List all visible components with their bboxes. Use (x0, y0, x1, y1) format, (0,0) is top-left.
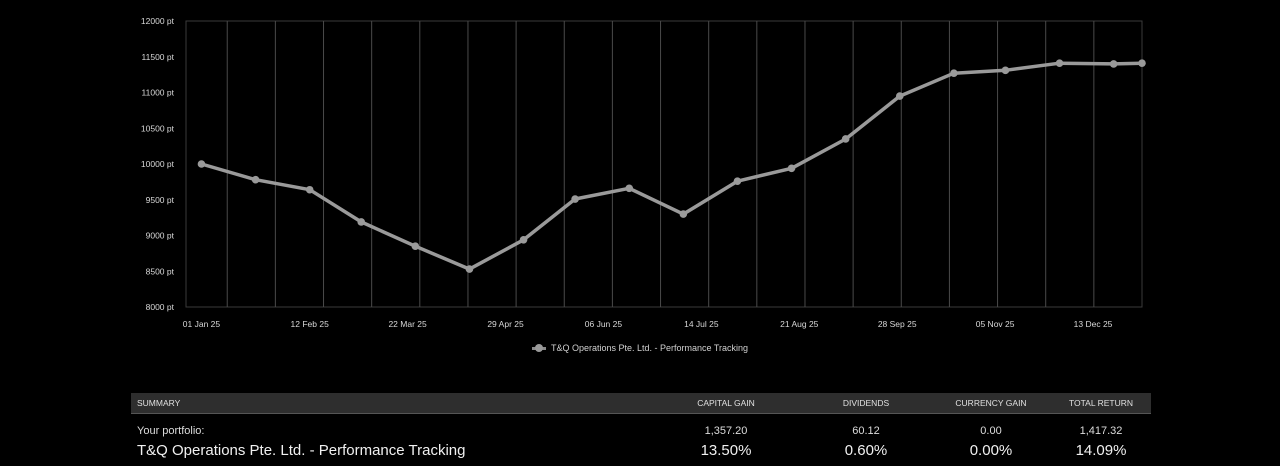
summary-header-row: SUMMARY CAPITAL GAIN DIVIDENDS CURRENCY … (131, 393, 1151, 414)
data-point (305, 185, 314, 194)
y-tick-label: 12000 pt (141, 16, 175, 26)
x-tick-label: 13 Dec 25 (1074, 319, 1113, 329)
currency-gain-amount: 0.00 (980, 425, 1002, 437)
total-return-header: TOTAL RETURN (1068, 398, 1134, 408)
plot-frame (185, 20, 1143, 308)
data-point (625, 184, 634, 193)
x-tick-label: 12 Feb 25 (291, 319, 330, 329)
portfolio-label: Your portfolio: (137, 425, 205, 437)
legend-series-marker (531, 343, 546, 353)
y-tick-label: 8000 pt (146, 302, 175, 312)
y-tick-label: 8500 pt (146, 266, 175, 276)
capital-gain-amount: 1,357.20 (704, 425, 748, 437)
summary-table: SUMMARY CAPITAL GAIN DIVIDENDS CURRENCY … (131, 393, 1151, 460)
y-tick-label: 10500 pt (141, 123, 175, 133)
data-point (1138, 59, 1146, 67)
x-tick-label: 29 Apr 25 (487, 319, 524, 329)
y-tick-label: 11500 pt (142, 52, 175, 62)
x-tick-label: 28 Sep 25 (878, 319, 917, 329)
data-point (733, 177, 742, 185)
summary-header: SUMMARY (137, 398, 181, 408)
series-line (199, 61, 1144, 271)
performance-line-chart: 8000 pt 8500 pt 9000 pt 9500 pt 10000 pt 1050… (141, 16, 1146, 329)
y-tick-label: 11000 pt (142, 88, 175, 98)
data-point (895, 92, 904, 100)
portfolio-name: T&Q Operations Pte. Ltd. - Performance T… (137, 441, 466, 459)
data-point (197, 160, 206, 168)
chart-legend[interactable]: T&Q Operations Pte. Ltd. - Performance T… (0, 343, 1280, 353)
dividends-percent: 0.60% (844, 441, 888, 459)
x-tick-label: 22 Mar 25 (388, 319, 427, 329)
capital-gain-header: CAPITAL GAIN (697, 398, 755, 408)
y-tick-label: 9000 pt (146, 231, 175, 241)
data-point (357, 218, 366, 226)
summary-amount-row: Your portfolio: 1,357.20 60.12 0.00 1,41… (131, 422, 1151, 440)
dividends-header: DIVIDENDS (842, 398, 890, 408)
total-return-percent: 14.09% (1075, 441, 1127, 459)
x-tick-label: 06 Jun 25 (585, 319, 623, 329)
legend-series-label: T&Q Operations Pte. Ltd. - Performance T… (550, 343, 749, 353)
x-tick-label: 14 Jul 25 (684, 319, 719, 329)
data-point (411, 242, 420, 251)
data-point (950, 69, 958, 77)
data-point (841, 135, 850, 143)
data-point (1109, 60, 1118, 68)
data-point (465, 265, 474, 273)
total-return-amount: 1,417.32 (1079, 425, 1123, 437)
data-point (1001, 66, 1010, 75)
data-point (1055, 59, 1064, 67)
data-point (571, 195, 579, 203)
data-point (679, 210, 688, 218)
x-tick-label: 05 Nov 25 (976, 319, 1015, 329)
x-tick-label: 21 Aug 25 (780, 319, 819, 329)
y-tick-label: 10000 pt (141, 159, 175, 169)
data-point (251, 175, 260, 184)
summary-percent-row: T&Q Operations Pte. Ltd. - Performance T… (131, 440, 1151, 460)
dividends-amount: 60.12 (852, 425, 880, 437)
y-tick-label: 9500 pt (146, 195, 175, 205)
data-point (787, 164, 796, 173)
data-point (519, 235, 528, 244)
currency-gain-header: CURRENCY GAIN (955, 398, 1027, 408)
capital-gain-percent: 13.50% (700, 441, 752, 459)
x-tick-label: 01 Jan 25 (183, 319, 221, 329)
currency-gain-percent: 0.00% (969, 441, 1013, 459)
